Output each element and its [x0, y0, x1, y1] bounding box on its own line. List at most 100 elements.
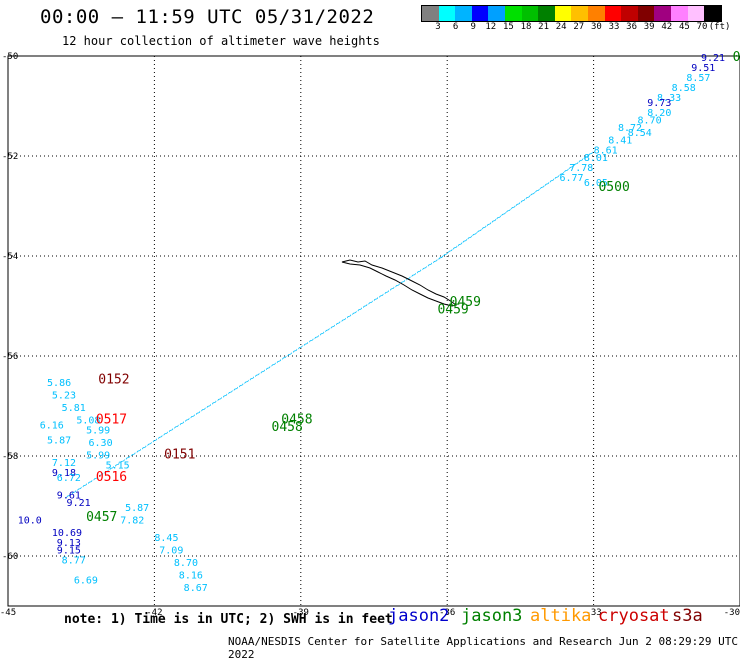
track-mark: ~ — [252, 369, 263, 381]
swh-value-label: 5.08 — [76, 416, 100, 427]
longitude-tick-label: -42 — [146, 608, 162, 618]
longitude-tick-label: -36 — [439, 608, 455, 618]
color-scale-tick: 30 — [590, 22, 602, 32]
swh-value-label: 9.21 — [701, 53, 725, 64]
track-mark: ~ — [155, 431, 166, 443]
track-mark: ~ — [322, 324, 333, 336]
measurement-labels: 9.219.518.578.588.339.738.208.708.728.54… — [18, 50, 740, 594]
track-mark: ~ — [365, 297, 376, 309]
track-mark: ~ — [263, 362, 274, 374]
track-mark: ~ — [508, 202, 519, 214]
track-mark: ~ — [435, 252, 446, 264]
track-mark: ~ — [284, 349, 295, 361]
track-mark: ~ — [360, 300, 371, 312]
track-mark: ~ — [464, 232, 475, 244]
track-mark: ~ — [398, 276, 409, 288]
track-mark: ~ — [187, 411, 198, 423]
track-mark: ~ — [419, 262, 430, 274]
track-mark: ~ — [376, 290, 387, 302]
track-mark: ~ — [523, 192, 534, 204]
swh-value-label: 5.23 — [52, 391, 76, 402]
track-mark: ~ — [338, 314, 349, 326]
color-swatch — [455, 6, 472, 21]
track-mark: ~ — [257, 366, 268, 378]
color-scale-tick: 18 — [520, 22, 532, 32]
swh-value-label: 8.70 — [638, 116, 662, 127]
swh-value-label: 7.12 — [52, 458, 76, 469]
longitude-tick-label: -39 — [293, 608, 309, 618]
track-mark: ~ — [571, 158, 582, 170]
track-mark: ~ — [585, 148, 596, 160]
track-mark: ~ — [460, 235, 471, 247]
track-mark: ~ — [387, 283, 398, 295]
color-swatch — [587, 6, 605, 21]
longitude-tick-label: -45 — [0, 608, 16, 618]
color-scale-tick: 70 — [696, 22, 708, 32]
swh-value-label: 8.70 — [174, 558, 198, 569]
track-mark: ~ — [532, 185, 543, 197]
swh-value-label: 7.09 — [159, 546, 183, 557]
track-mark: ~ — [355, 304, 366, 316]
track-mark: ~ — [231, 383, 242, 395]
swh-value-label: 6.77 — [559, 173, 583, 184]
track-mark: ~ — [112, 459, 123, 471]
color-scale-tick: 3 — [435, 22, 441, 32]
swh-value-label: 5.87 — [47, 436, 71, 447]
track-mark: ~ — [247, 373, 258, 385]
track-mark: ~ — [435, 252, 446, 264]
axis-labels: -50 -52 -54 -56 -58 -60 -45 -42 -39 -36 -33 -30 — [0, 52, 740, 618]
color-scale-tick: 42 — [661, 22, 673, 32]
track-mark: ~ — [527, 188, 538, 200]
track-mark: ~ — [561, 165, 572, 177]
swh-value-label: 6.05 — [584, 178, 608, 189]
track-mark: ~ — [220, 390, 231, 402]
track-mark: ~ — [306, 335, 317, 347]
track-mark: ~ — [171, 421, 182, 433]
track-mark: ~ — [225, 387, 236, 399]
satellite-legend-altika: altika — [530, 606, 592, 626]
color-scale-tick: 33 — [608, 22, 620, 32]
track-mark: ~ — [392, 280, 403, 292]
track-mark: ~ — [317, 328, 328, 340]
color-scale-tick: (ft) — [708, 22, 731, 32]
track-mark: ~ — [455, 239, 466, 251]
swh-value-label: 9.51 — [691, 63, 715, 74]
satellite-legend-s3a: s3a — [672, 606, 703, 626]
swh-value-label: 8.67 — [184, 583, 208, 594]
track-mark: ~ — [425, 259, 436, 271]
track-mark: ~ — [193, 407, 204, 419]
color-swatch — [538, 6, 555, 21]
swh-value-label: 5.99 — [86, 451, 110, 462]
track-mark: ~ — [518, 195, 529, 207]
track-mark: ~ — [566, 161, 577, 173]
pass-time-label: 05 — [733, 50, 740, 65]
track-mark: ~ — [445, 245, 456, 257]
track-mark: ~ — [440, 249, 451, 261]
swh-value-label: 8.57 — [686, 73, 710, 84]
color-swatch — [637, 6, 655, 21]
pass-time-label: 0458 — [281, 413, 312, 428]
track-mark: ~ — [556, 168, 567, 180]
track-mark: ~ — [236, 380, 247, 392]
track-mark: ~ — [295, 342, 306, 354]
track-mark: ~ — [469, 229, 480, 241]
track-mark: ~ — [484, 218, 495, 230]
track-mark: ~ — [333, 318, 344, 330]
track-mark: ~ — [576, 155, 587, 167]
pass-time-label: 0458 — [272, 420, 303, 435]
track-mark: ~ — [198, 404, 209, 416]
satellite-legend-jason3: jason3 — [461, 606, 523, 626]
color-scale-tick: 6 — [452, 22, 459, 32]
track-mark: ~ — [74, 483, 85, 495]
track-mark: ~ — [493, 212, 504, 224]
longitude-tick-label: -30 — [724, 608, 740, 618]
satellite-legend-cryosat: cryosat — [598, 606, 670, 626]
track-mark: ~ — [101, 466, 112, 478]
color-swatch — [687, 6, 705, 21]
swh-value-label: 5.87 — [125, 503, 149, 514]
color-scale-tick: 36 — [626, 22, 638, 32]
track-mark: ~ — [182, 414, 193, 426]
track-mark: ~ — [214, 393, 225, 405]
latitude-tick-label: -58 — [2, 452, 18, 462]
